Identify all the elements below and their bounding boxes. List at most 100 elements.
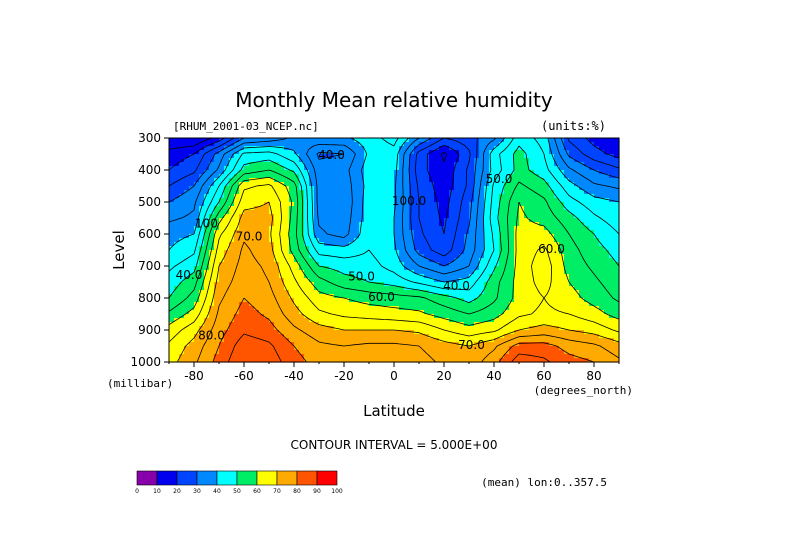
contour-cell <box>489 346 495 351</box>
contour-cell <box>579 234 585 239</box>
contour-cell <box>424 318 430 323</box>
contour-cell <box>484 342 490 347</box>
contour-cell <box>354 238 360 243</box>
contour-cell <box>314 138 320 143</box>
contour-cell <box>319 326 325 331</box>
contour-cell <box>514 194 520 199</box>
contour-cell <box>509 354 515 359</box>
contour-cell <box>404 206 410 211</box>
contour-cell <box>434 210 440 215</box>
contour-cell <box>574 326 580 331</box>
contour-cell <box>609 338 615 343</box>
contour-cell <box>329 326 335 331</box>
contour-cell <box>299 230 305 235</box>
contour-cell <box>454 202 460 207</box>
contour-cell <box>199 330 205 335</box>
contour-cell <box>309 262 315 267</box>
contour-cell <box>249 234 255 239</box>
contour-cell <box>369 314 375 319</box>
contour-cell <box>224 342 230 347</box>
contour-cell <box>464 290 470 295</box>
contour-cell <box>479 282 485 287</box>
contour-cell <box>344 210 350 215</box>
contour-cell <box>289 182 295 187</box>
contour-cell <box>299 214 305 219</box>
contour-cell <box>184 358 190 363</box>
contour-cell <box>364 338 370 343</box>
contour-cell <box>189 234 195 239</box>
contour-cell <box>579 222 585 227</box>
contour-cell <box>339 210 345 215</box>
contour-cell <box>234 210 240 215</box>
contour-cell <box>559 302 565 307</box>
contour-cell <box>504 162 510 167</box>
contour-cell <box>609 350 615 355</box>
contour-cell <box>524 278 530 283</box>
contour-cell <box>454 334 460 339</box>
contour-cell <box>479 138 485 143</box>
contour-cell <box>379 262 385 267</box>
contour-cell <box>329 202 335 207</box>
contour-cell <box>179 138 185 143</box>
contour-cell <box>454 254 460 259</box>
contour-cell <box>299 290 305 295</box>
contour-cell <box>169 226 175 231</box>
contour-cell <box>514 174 520 179</box>
contour-cell <box>359 242 365 247</box>
contour-cell <box>524 150 530 155</box>
contour-cell <box>534 218 540 223</box>
contour-cell <box>394 350 400 355</box>
contour-cell <box>329 226 335 231</box>
contour-cell <box>419 322 425 327</box>
contour-cell <box>544 174 550 179</box>
contour-cell <box>549 154 555 159</box>
contour-cell <box>504 186 510 191</box>
contour-cell <box>184 330 190 335</box>
contour-cell <box>589 138 595 143</box>
contour-cell <box>354 306 360 311</box>
contour-cell <box>479 346 485 351</box>
contour-cell <box>199 322 205 327</box>
contour-cell <box>604 274 610 279</box>
contour-cell <box>599 290 605 295</box>
contour-cell <box>544 166 550 171</box>
contour-cell <box>609 310 615 315</box>
contour-cell <box>504 338 510 343</box>
contour-cell <box>349 302 355 307</box>
contour-cell <box>554 330 560 335</box>
contour-cell <box>399 302 405 307</box>
contour-cell <box>379 302 385 307</box>
contour-cell <box>179 150 185 155</box>
contour-cell <box>184 286 190 291</box>
contour-cell <box>324 222 330 227</box>
contour-cell <box>589 246 595 251</box>
contour-cell <box>569 158 575 163</box>
contour-cell <box>174 266 180 271</box>
contour-cell <box>524 250 530 255</box>
contour-cell <box>334 270 340 275</box>
contour-cell <box>399 298 405 303</box>
contour-cell <box>419 206 425 211</box>
contour-cell <box>609 250 615 255</box>
contour-cell <box>294 142 300 147</box>
contour-cell <box>599 262 605 267</box>
contour-cell <box>559 246 565 251</box>
contour-cell <box>194 214 200 219</box>
contour-cell <box>504 286 510 291</box>
contour-cell <box>329 278 335 283</box>
contour-cell <box>189 314 195 319</box>
contour-cell <box>179 266 185 271</box>
contour-cell <box>534 210 540 215</box>
contour-cell <box>529 226 535 231</box>
contour-cell <box>334 218 340 223</box>
contour-cell <box>589 258 595 263</box>
contour-cell <box>454 182 460 187</box>
contour-cell <box>379 270 385 275</box>
contour-cell <box>174 166 180 171</box>
contour-cell <box>394 158 400 163</box>
contour-cell <box>514 334 520 339</box>
contour-cell <box>404 234 410 239</box>
contour-cell <box>239 262 245 267</box>
contour-cell <box>254 342 260 347</box>
contour-cell <box>609 170 615 175</box>
